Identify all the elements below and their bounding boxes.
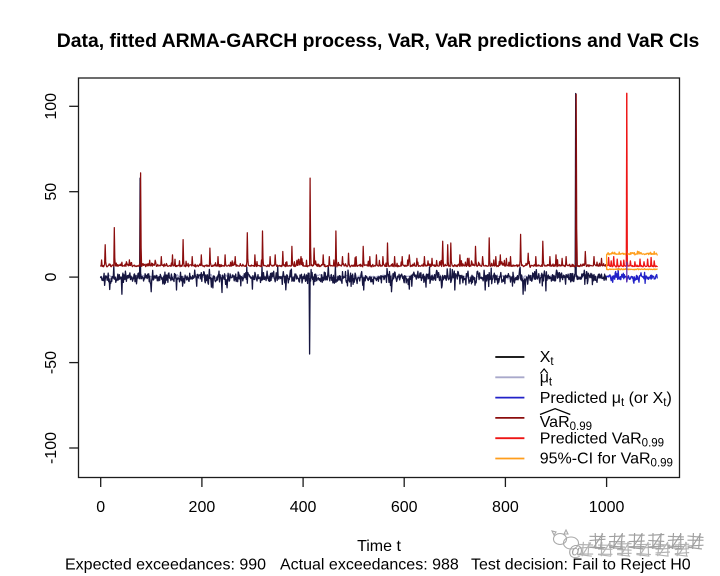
svg-text:1000: 1000 (589, 499, 625, 516)
svg-text:VaR0.99: VaR0.99 (540, 414, 592, 433)
svg-text:-100: -100 (43, 432, 60, 464)
svg-text:Predicted μt (or Xt): Predicted μt (or Xt) (540, 390, 672, 409)
svg-text:Predicted VaR0.99: Predicted VaR0.99 (540, 430, 664, 449)
svg-text:800: 800 (492, 499, 519, 516)
svg-text:200: 200 (189, 499, 216, 516)
svg-text:400: 400 (290, 499, 317, 516)
svg-text:Time t: Time t (357, 538, 401, 555)
svg-text:@: @ (568, 543, 583, 560)
svg-text:-50: -50 (43, 351, 60, 374)
svg-text:Xt: Xt (540, 349, 555, 368)
svg-text:Data, fitted ARMA-GARCH proces: Data, fitted ARMA-GARCH process, VaR, Va… (57, 30, 700, 52)
svg-text:μt: μt (540, 370, 553, 389)
svg-text:Actual exceedances: 988: Actual exceedances: 988 (280, 557, 459, 574)
svg-text:600: 600 (391, 499, 418, 516)
svg-text:95%-CI for VaR0.99: 95%-CI for VaR0.99 (540, 451, 673, 470)
svg-text:Test decision: Fail to Reject: Test decision: Fail to Reject H0 (471, 557, 691, 574)
svg-text:100: 100 (43, 93, 60, 120)
svg-text:0: 0 (43, 273, 60, 282)
svg-text:50: 50 (43, 183, 60, 201)
svg-text:Expected exceedances: 990: Expected exceedances: 990 (65, 557, 266, 574)
svg-text:0: 0 (96, 499, 105, 516)
